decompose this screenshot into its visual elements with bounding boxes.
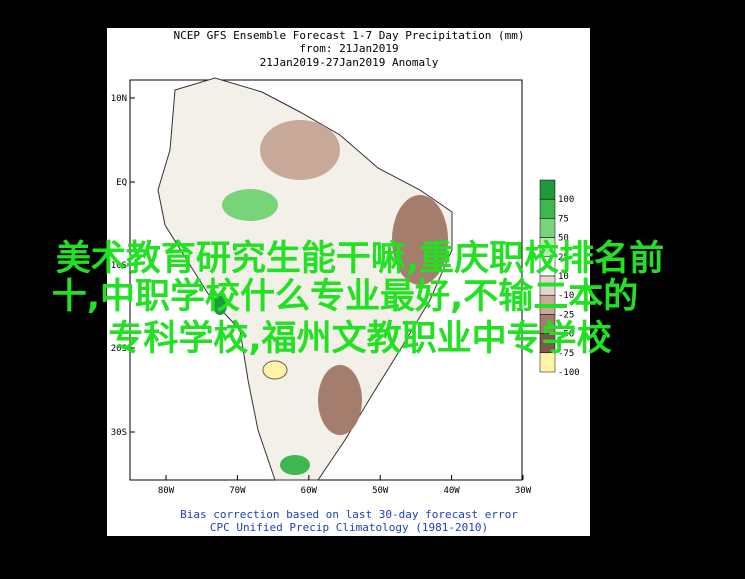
footer: Bias correction based on last 30-day for… [180,508,518,521]
lat-label: 10S [111,261,127,271]
lon-label: 30W [515,486,532,496]
lon-label: 80W [158,486,175,496]
lon-label: 50W [372,486,389,496]
legend-label: -100 [558,368,580,378]
legend-swatch [539,198,556,219]
lon-label: 70W [229,486,246,496]
lat-label: 20S [111,344,127,354]
legend-swatch [539,179,556,200]
title: NCEP GFS Ensemble Forecast 1-7 Day Preci… [174,29,525,42]
legend-label: 50 [558,234,569,244]
map [129,77,523,481]
legend-label: -10 [558,291,574,301]
lat-label: 10N [111,94,127,104]
legend-label: -25 [558,310,574,320]
legend-label: -75 [558,349,574,359]
legend-swatch [539,352,556,373]
legend-label: 75 [558,214,569,224]
overlay-text: 美术教育研究生能干嘛,重庆职校排名前 [56,239,664,279]
lat-label: EQ [116,178,127,188]
legend-swatch [539,218,556,238]
title: 21Jan2019-27Jan2019 Anomaly [260,56,439,69]
legend-label: 25 [558,253,569,263]
lon-label: 40W [443,486,460,496]
title: from: 21Jan2019 [299,42,398,55]
footer: CPC Unified Precip Climatology (1981-201… [210,521,488,534]
lat-label: 30S [111,428,127,438]
overlay-text: 十,中职学校什么专业最好,不输二本的 [52,276,639,317]
overlay-text: 专科学校,福州文教职业中专学校 [108,318,611,359]
legend-label: 100 [558,195,574,205]
lon-label: 60W [301,486,318,496]
legend-label: 10 [558,272,569,282]
legend-label: -50 [558,330,574,340]
